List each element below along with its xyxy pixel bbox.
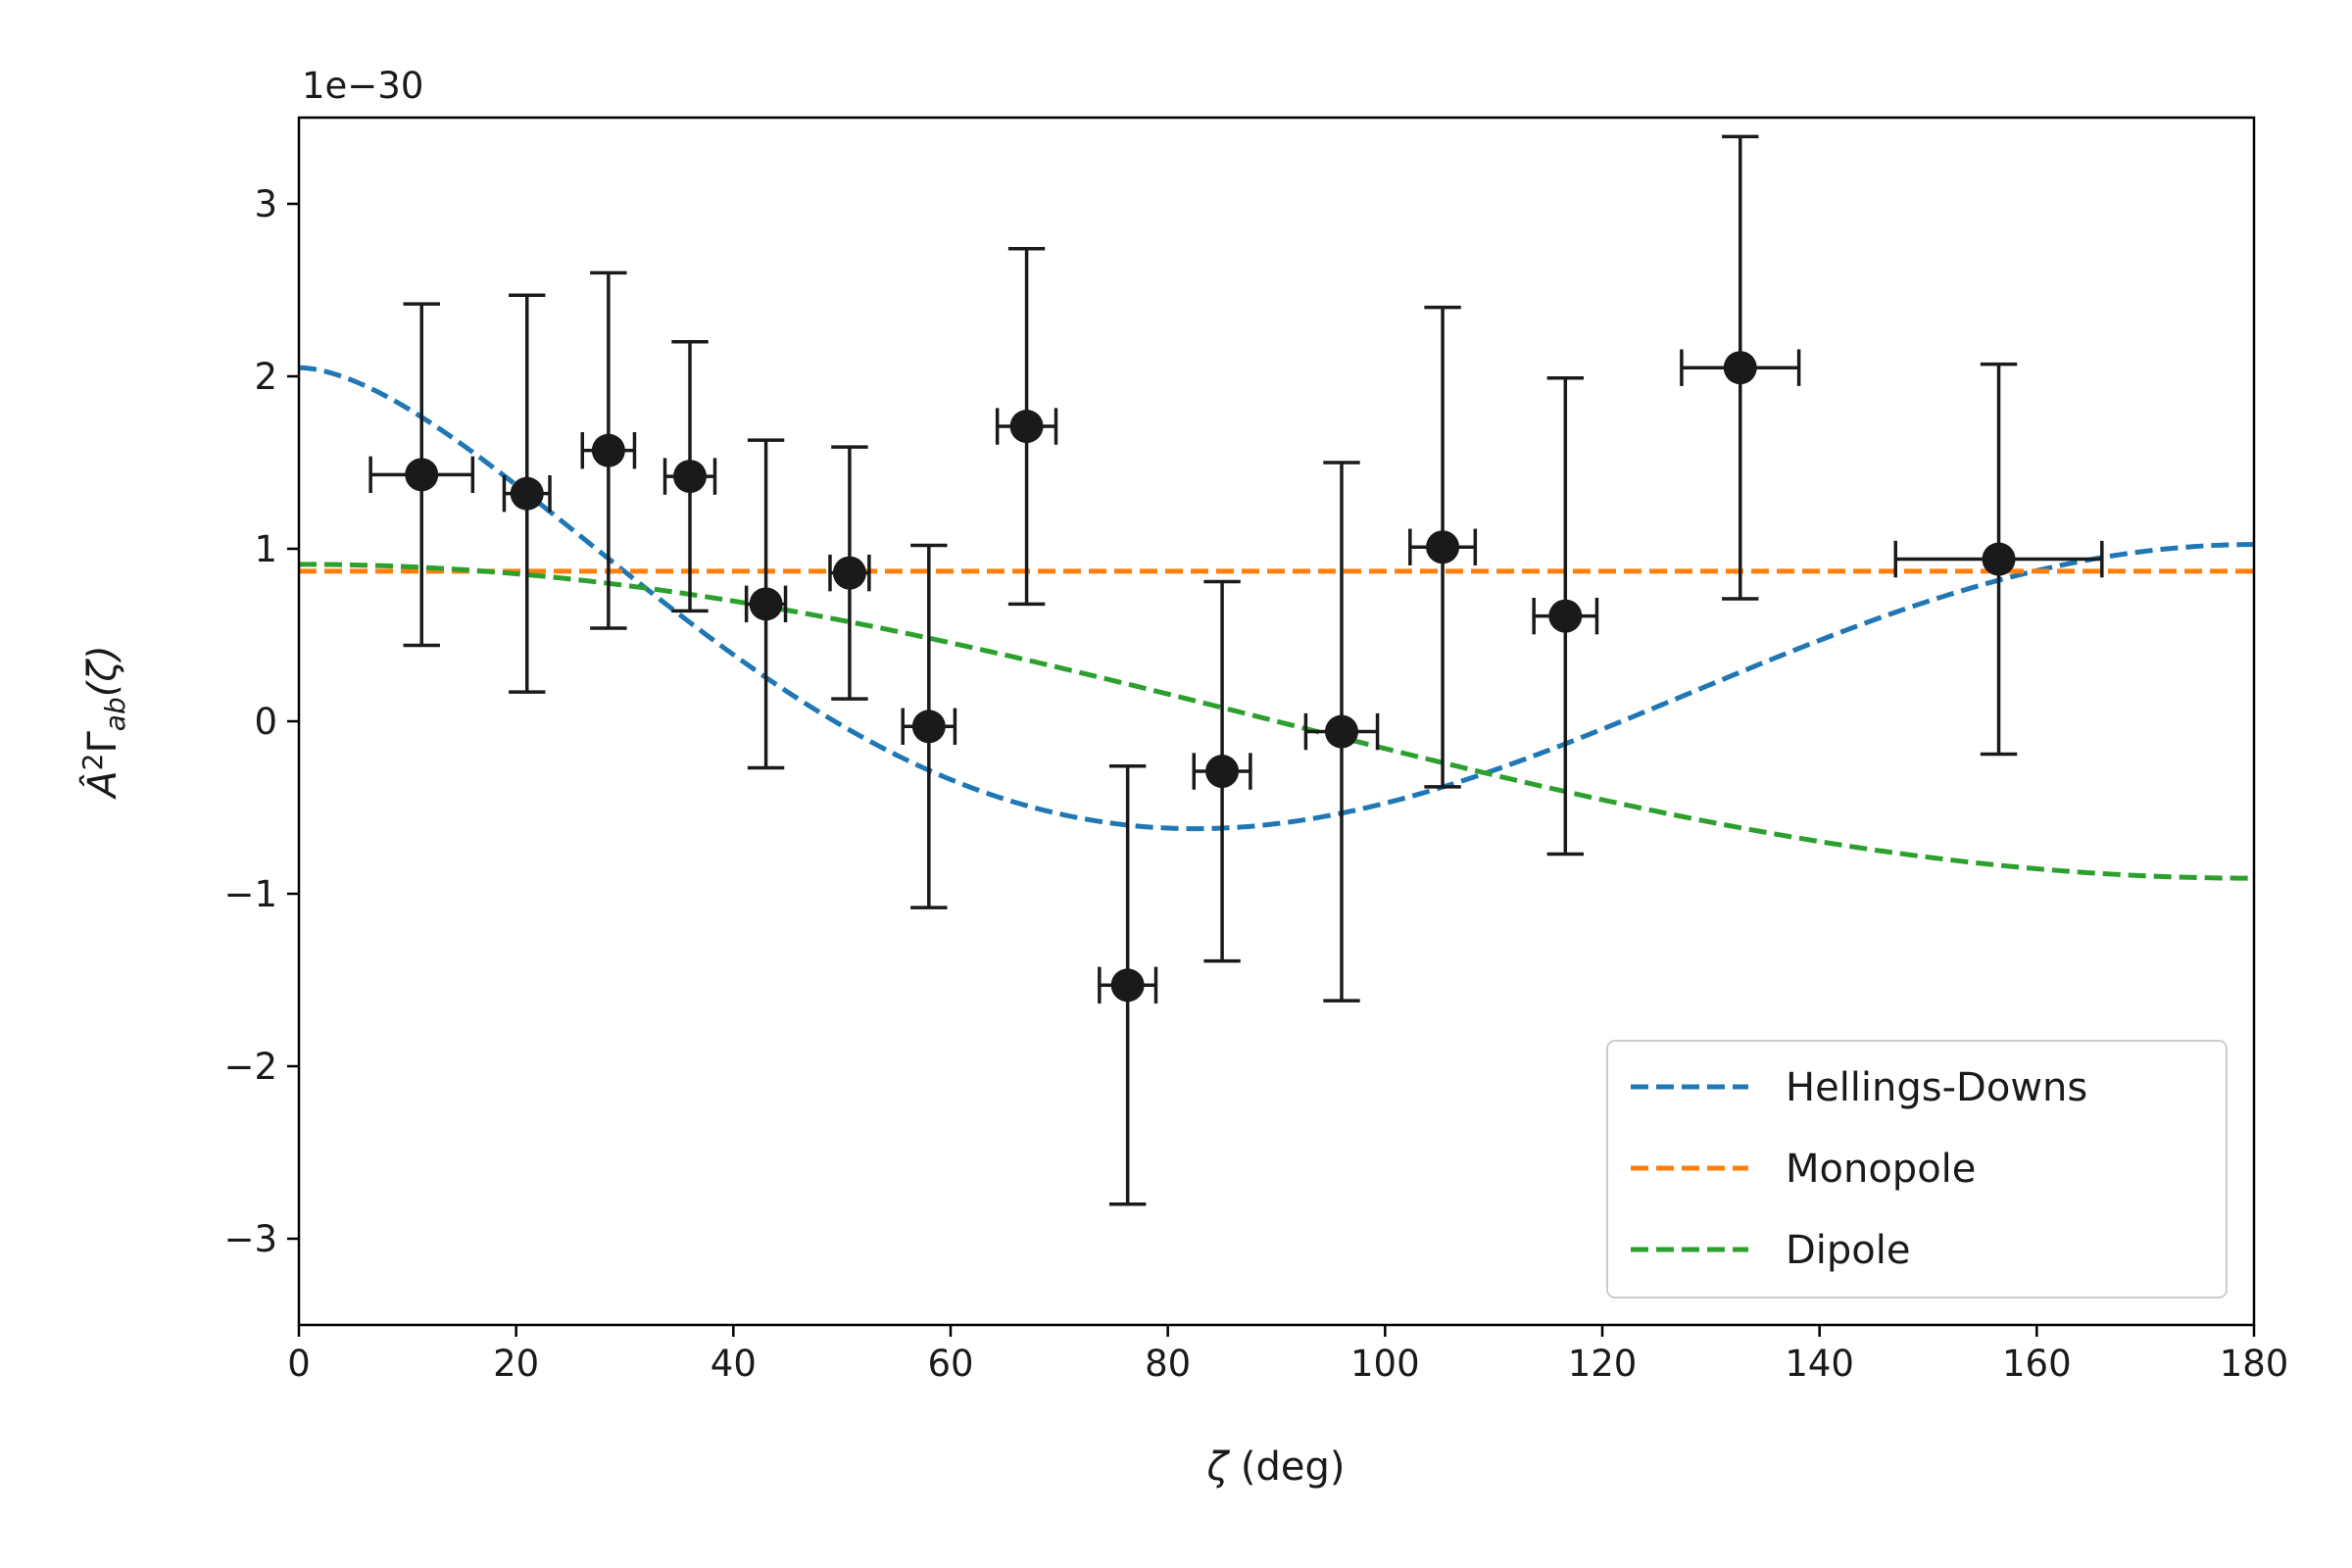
data-point xyxy=(995,247,1058,607)
x-tick-label: 120 xyxy=(1568,1343,1638,1385)
data-marker xyxy=(673,460,707,494)
data-point xyxy=(580,270,637,630)
data-marker xyxy=(510,476,544,511)
x-tick-label: 0 xyxy=(287,1343,311,1385)
data-marker xyxy=(1982,542,2016,576)
y-tick-label: 0 xyxy=(254,701,277,743)
data-marker xyxy=(1426,530,1460,564)
data-marker xyxy=(1548,599,1583,633)
data-point xyxy=(1680,134,1801,601)
data-marker xyxy=(1205,755,1240,789)
data-point xyxy=(828,445,871,701)
data-point xyxy=(502,293,552,694)
y-axis-label: Â2Γab(ζ) xyxy=(76,645,131,800)
y-axis-multiplier: 1e−30 xyxy=(302,65,423,107)
data-point xyxy=(901,543,957,909)
data-point xyxy=(1532,376,1599,857)
data-marker xyxy=(405,458,439,492)
y-tick-label: 1 xyxy=(254,528,277,570)
x-tick-label: 100 xyxy=(1350,1343,1420,1385)
y-tick-label: −1 xyxy=(223,873,277,915)
data-point xyxy=(1408,305,1478,789)
legend-box xyxy=(1606,1040,2228,1298)
data-marker xyxy=(911,710,946,744)
legend-label-monopole: Monopole xyxy=(1786,1147,1976,1192)
data-marker xyxy=(1325,714,1358,749)
x-tick-label: 20 xyxy=(493,1343,539,1385)
data-point xyxy=(1893,362,2104,757)
data-point xyxy=(662,340,717,613)
x-tick-label: 60 xyxy=(927,1343,973,1385)
model-curves xyxy=(299,365,2254,881)
data-point xyxy=(1192,579,1252,963)
data-marker xyxy=(1009,410,1044,444)
y-tick-label: 2 xyxy=(254,356,277,398)
x-tick-label: 80 xyxy=(1145,1343,1191,1385)
x-axis-label: ζ (deg) xyxy=(1205,1445,1345,1490)
x-tick-label: 180 xyxy=(2220,1343,2289,1385)
data-point xyxy=(1303,461,1380,1003)
data-marker xyxy=(1723,351,1757,385)
x-tick-label: 140 xyxy=(1785,1343,1854,1385)
data-marker xyxy=(1110,968,1145,1003)
legend-label-dipole: Dipole xyxy=(1786,1228,1911,1273)
data-point xyxy=(744,438,788,770)
data-point xyxy=(1098,764,1158,1206)
legend-label-hellings-downs: Hellings-Downs xyxy=(1786,1065,2087,1110)
y-axis: −3 −2 −1 0 1 2 3 xyxy=(223,183,299,1260)
data-marker xyxy=(832,556,866,590)
x-axis: 0 20 40 60 80 100 120 140 160 180 xyxy=(287,1325,2288,1385)
y-tick-label: −2 xyxy=(223,1046,277,1088)
data-marker xyxy=(749,587,783,621)
curve-hellings-downs xyxy=(299,365,2254,832)
data-marker xyxy=(591,433,625,467)
data-point xyxy=(368,302,475,648)
y-tick-label: −3 xyxy=(223,1218,277,1260)
curve-dipole xyxy=(299,562,2254,881)
y-tick-label: 3 xyxy=(254,183,277,225)
chart-legend: Hellings-Downs Monopole Dipole xyxy=(1606,1040,2228,1298)
x-tick-label: 40 xyxy=(710,1343,757,1385)
x-tick-label: 160 xyxy=(2002,1343,2072,1385)
data-points xyxy=(368,134,2104,1206)
